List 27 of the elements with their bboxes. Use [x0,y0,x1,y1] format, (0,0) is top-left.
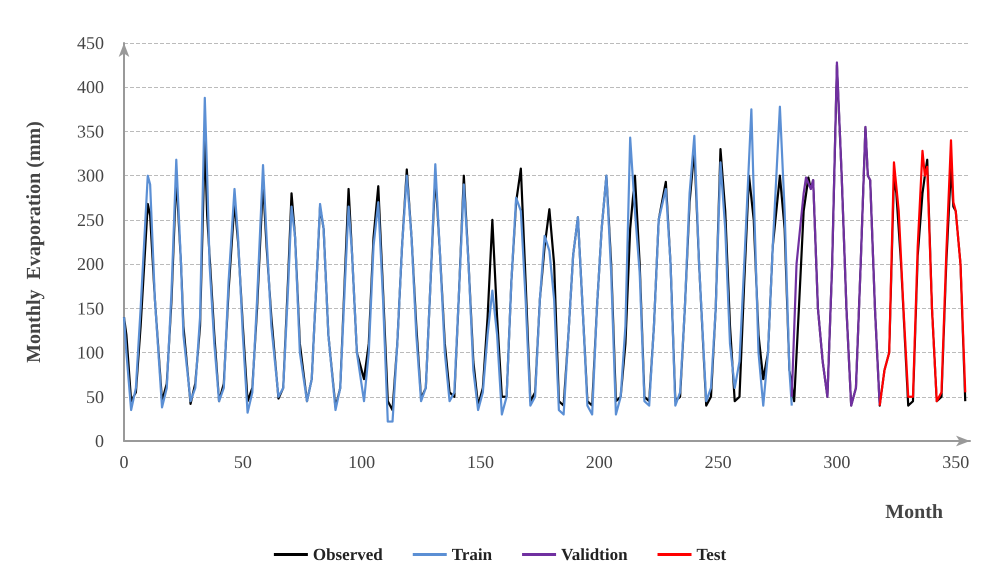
x-tick-label: 0 [120,452,128,472]
x-tick-label: 350 [942,452,970,472]
line-series [790,61,881,407]
legend-label: Observed [312,545,384,564]
x-tick-label: 300 [823,452,850,472]
y-tick-label: 250 [77,210,104,230]
x-tick-label: 250 [704,452,732,472]
y-tick-label: 400 [77,77,104,98]
y-tick-label: 300 [77,166,104,186]
y-tick-label: 350 [77,121,104,142]
line-series [878,139,966,407]
x-tick-label: 150 [466,452,494,472]
y-tick-label: 450 [77,33,104,53]
legend-label: Test [696,545,726,564]
x-tick-label: 50 [234,452,252,472]
y-tick-label: 0 [95,431,104,451]
y-tick-label: 50 [86,386,104,407]
y-tick-label: 200 [77,254,104,274]
x-tick-label: 100 [348,452,376,472]
legend-label: Validtion [561,545,628,564]
x-tick-label: 200 [586,452,613,472]
y-tick-label: 150 [77,298,104,318]
y-axis-title: Monthly Evaporation (mm) [23,121,45,363]
legend-label: Train [452,545,493,564]
y-tick-label: 100 [77,342,104,363]
x-axis-title: Month [885,501,944,523]
line-series [122,96,793,423]
